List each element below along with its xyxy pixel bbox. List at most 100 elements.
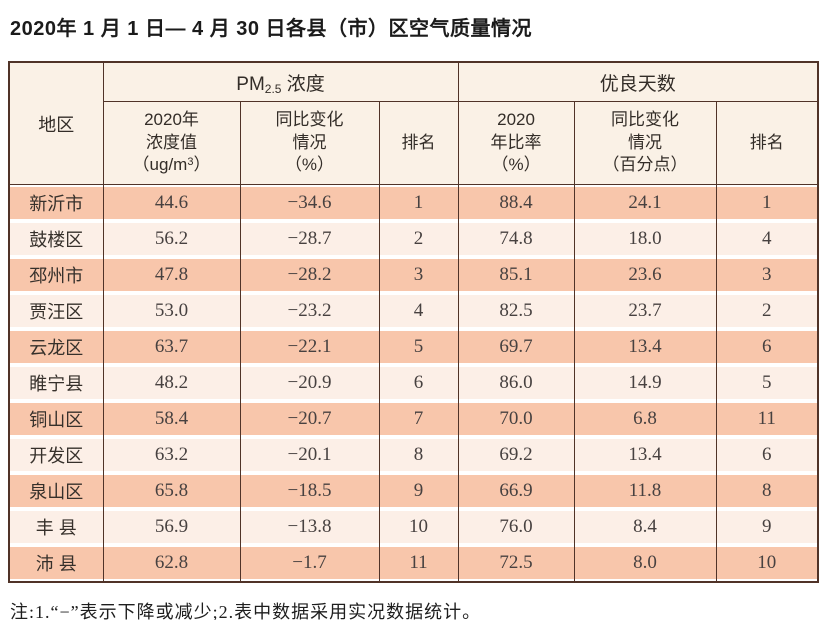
cell-good-rate: 69.2 — [457, 437, 575, 473]
cell-good-change: 11.8 — [573, 473, 717, 509]
cell-pm-change: −34.6 — [239, 184, 380, 221]
header-pm-change-line2: 情况 — [292, 132, 327, 152]
unit-superscript: 3 — [187, 156, 194, 169]
cell-pm-rank: 3 — [378, 257, 459, 293]
cell-pm-value: 62.8 — [102, 545, 241, 582]
table-row: 鼓楼区 56.2 −28.7 2 74.8 18.0 4 — [8, 221, 819, 257]
header-pm-value: 2020年 浓度值 （ug/m3） — [102, 101, 241, 185]
header-group-row: 地区 PM2.5 浓度 优良天数 — [8, 61, 819, 185]
cell-pm-rank: 4 — [378, 293, 459, 329]
cell-pm-value: 53.0 — [102, 293, 241, 329]
cell-region: 新沂市 — [8, 184, 104, 221]
cell-pm-change: −23.2 — [239, 293, 380, 329]
header-pm-value-unit: （ug/m3） — [104, 154, 240, 177]
header-group-pm25: PM2.5 浓度 — [102, 61, 459, 102]
cell-pm-change: −22.1 — [239, 329, 380, 365]
table-row: 贾汪区 53.0 −23.2 4 82.5 23.7 2 — [8, 293, 819, 329]
cell-region: 铜山区 — [8, 401, 104, 437]
header-pm-value-line1: 2020年 — [144, 109, 199, 129]
cell-good-rank: 4 — [715, 221, 819, 257]
cell-good-rank: 9 — [715, 509, 819, 545]
cell-pm-rank: 2 — [378, 221, 459, 257]
cell-good-rate: 88.4 — [457, 184, 575, 221]
table-row: 开发区 63.2 −20.1 8 69.2 13.4 6 — [8, 437, 819, 473]
cell-good-change: 23.6 — [573, 257, 717, 293]
table-row: 邳州市 47.8 −28.2 3 85.1 23.6 3 — [8, 257, 819, 293]
header-good-rank: 排名 — [715, 101, 819, 185]
cell-pm-change: −20.9 — [239, 365, 380, 401]
cell-pm-rank: 6 — [378, 365, 459, 401]
header-pm-change-line3: （%） — [284, 155, 335, 175]
header-sub-row: 2020年 浓度值 （ug/m3） 同比变化 情况 （%） 排名 2020 年比… — [9, 101, 819, 185]
cell-good-rank: 11 — [715, 401, 819, 437]
cell-good-change: 14.9 — [573, 365, 717, 401]
cell-pm-rank: 11 — [378, 545, 459, 582]
cell-region: 睢宁县 — [8, 365, 104, 401]
cell-region: 鼓楼区 — [8, 221, 104, 257]
pm25-label-suffix: 浓度 — [281, 73, 325, 95]
cell-pm-rank: 9 — [378, 473, 459, 509]
cell-pm-rank: 5 — [378, 329, 459, 365]
table-body: 新沂市 44.6 −34.6 1 88.4 24.1 1 鼓楼区 56.2 −28.7 2 74.8 1… — [8, 184, 819, 582]
cell-region: 开发区 — [8, 437, 104, 473]
cell-pm-rank: 8 — [378, 437, 459, 473]
cell-region: 泉山区 — [8, 473, 104, 509]
cell-good-rate: 85.1 — [457, 257, 575, 293]
cell-good-rate: 69.7 — [457, 329, 575, 365]
header-good-change-line3: （百分点） — [602, 155, 688, 175]
pm25-subscript: 2.5 — [264, 81, 282, 96]
cell-pm-value: 44.6 — [102, 184, 241, 221]
table-row: 云龙区 63.7 −22.1 5 69.7 13.4 6 — [8, 329, 819, 365]
cell-good-rank: 6 — [715, 329, 819, 365]
table-row: 沛 县 62.8 −1.7 11 72.5 8.0 10 — [8, 545, 819, 582]
unit-suffix: ） — [193, 155, 211, 175]
cell-good-change: 6.8 — [573, 401, 717, 437]
table-row: 睢宁县 48.2 −20.9 6 86.0 14.9 5 — [8, 365, 819, 401]
cell-pm-value: 63.7 — [102, 329, 241, 365]
cell-good-rank: 8 — [715, 473, 819, 509]
cell-good-rate: 66.9 — [457, 473, 575, 509]
table-row: 泉山区 65.8 −18.5 9 66.9 11.8 8 — [8, 473, 819, 509]
cell-good-rank: 6 — [715, 437, 819, 473]
cell-good-change: 13.4 — [573, 437, 717, 473]
header-good-change: 同比变化 情况 （百分点） — [573, 101, 717, 185]
header-good-rate-line2: 年比率 — [490, 132, 542, 152]
table-row: 铜山区 58.4 −20.7 7 70.0 6.8 11 — [8, 401, 819, 437]
cell-region: 丰 县 — [8, 509, 104, 545]
cell-pm-value: 65.8 — [102, 473, 241, 509]
cell-good-rate: 70.0 — [457, 401, 575, 437]
cell-pm-change: −20.7 — [239, 401, 380, 437]
cell-good-rate: 82.5 — [457, 293, 575, 329]
header-good-rate-line3: （%） — [491, 155, 541, 175]
cell-good-change: 23.7 — [573, 293, 717, 329]
cell-good-rank: 5 — [715, 365, 819, 401]
cell-pm-rank: 10 — [378, 509, 459, 545]
header-group-good-days: 优良天数 — [457, 61, 819, 102]
cell-region: 云龙区 — [8, 329, 104, 365]
cell-pm-change: −20.1 — [239, 437, 380, 473]
cell-good-change: 8.4 — [573, 509, 717, 545]
cell-region: 邳州市 — [8, 257, 104, 293]
cell-good-rank: 1 — [715, 184, 819, 221]
cell-pm-change: −18.5 — [239, 473, 380, 509]
header-region: 地区 — [8, 61, 104, 185]
header-good-rate-line1: 2020 — [497, 109, 535, 129]
cell-region: 贾汪区 — [8, 293, 104, 329]
header-good-change-line1: 同比变化 — [611, 109, 680, 129]
table-row: 新沂市 44.6 −34.6 1 88.4 24.1 1 — [8, 184, 819, 221]
cell-pm-value: 63.2 — [102, 437, 241, 473]
cell-good-rate: 76.0 — [457, 509, 575, 545]
cell-pm-value: 58.4 — [102, 401, 241, 437]
air-quality-table: 地区 PM2.5 浓度 优良天数 2020年 浓度值 （ug/m3） 同比变化 … — [8, 61, 820, 583]
cell-good-rate: 72.5 — [457, 545, 575, 582]
cell-pm-rank: 1 — [378, 184, 459, 221]
cell-pm-value: 47.8 — [102, 257, 241, 293]
cell-good-rate: 74.8 — [457, 221, 575, 257]
cell-region: 沛 县 — [8, 545, 104, 582]
good-days-label: 优良天数 — [599, 73, 676, 95]
cell-good-change: 24.1 — [573, 184, 717, 221]
header-pm-change-line1: 同比变化 — [275, 109, 344, 129]
cell-good-rank: 2 — [715, 293, 819, 329]
cell-pm-rank: 7 — [378, 401, 459, 437]
